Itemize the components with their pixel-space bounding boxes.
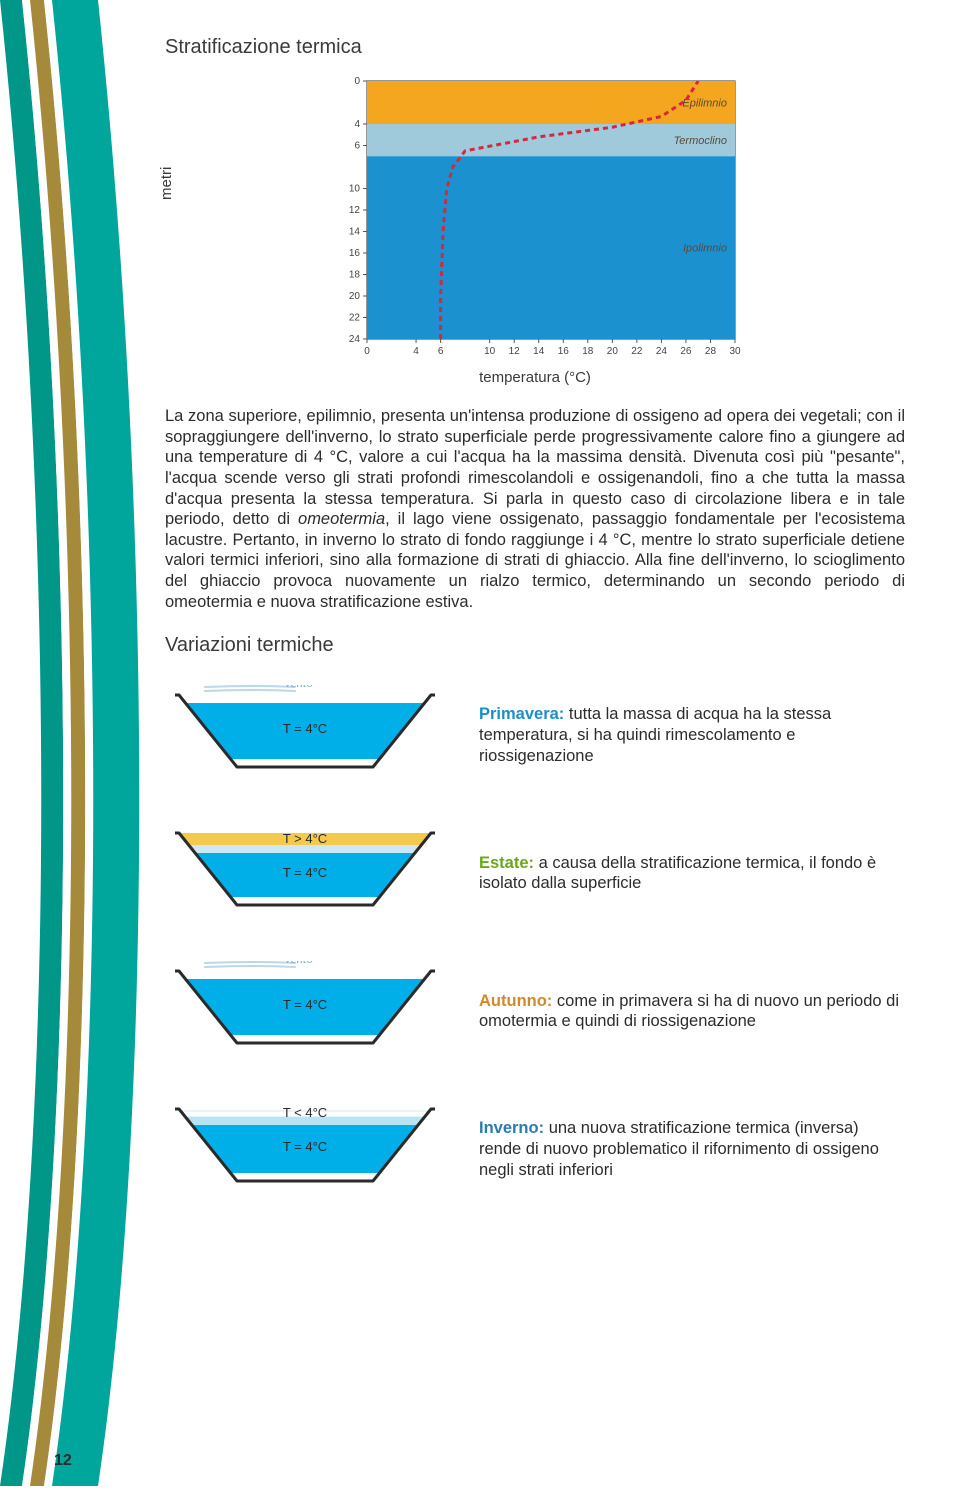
season-row-estate: T > 4°C T = 4°C Estate: a causa della str… (165, 823, 905, 923)
season-text-primavera: Primavera: tutta la massa di acqua ha la… (479, 704, 905, 766)
svg-text:T > 4°C: T > 4°C (283, 831, 327, 846)
svg-text:4: 4 (413, 346, 419, 357)
chart-y-label: metri (158, 167, 175, 200)
season-text-autunno: Autunno: come in primavera si ha di nuov… (479, 991, 905, 1032)
svg-text:4: 4 (354, 119, 360, 130)
basin-primavera: T = 4°C vento (165, 685, 445, 785)
svg-text:T = 4°C: T = 4°C (283, 865, 327, 880)
svg-text:14: 14 (349, 227, 361, 238)
svg-text:16: 16 (558, 346, 570, 357)
svg-text:12: 12 (509, 346, 521, 357)
section-title: Stratificazione termica (165, 36, 905, 59)
svg-text:0: 0 (364, 346, 370, 357)
page-content: Stratificazione termica Epilimnio Termocl… (165, 36, 905, 1237)
svg-text:T = 4°C: T = 4°C (283, 997, 327, 1012)
svg-text:Ipolimnio: Ipolimnio (683, 243, 727, 255)
svg-text:10: 10 (349, 184, 361, 195)
season-desc-estate: a causa della stratificazione termica, i… (479, 854, 876, 893)
svg-text:26: 26 (680, 346, 692, 357)
page-number: 12 (54, 1452, 72, 1470)
svg-text:30: 30 (729, 346, 741, 357)
svg-text:Termoclino: Termoclino (674, 135, 727, 147)
svg-text:6: 6 (354, 141, 360, 152)
svg-text:0: 0 (354, 76, 360, 87)
svg-text:T = 4°C: T = 4°C (283, 1139, 327, 1154)
season-row-autunno: T = 4°C vento Autunno: come in primavera … (165, 961, 905, 1061)
season-label-primavera: Primavera: (479, 705, 569, 723)
svg-text:vento: vento (285, 961, 314, 966)
thermocline-chart: Epilimnio Termoclino Ipolimnio 0 4 6 10 12 14 16 1… (325, 73, 745, 363)
chart-x-label: temperatura (°C) (165, 369, 905, 386)
season-label-estate: Estate: (479, 854, 539, 872)
svg-text:22: 22 (349, 313, 361, 324)
thermocline-chart-wrap: Epilimnio Termoclino Ipolimnio 0 4 6 10 12 14 16 1… (165, 73, 905, 363)
basin-autunno: T = 4°C vento (165, 961, 445, 1061)
svg-text:10: 10 (484, 346, 496, 357)
season-row-primavera: T = 4°C vento Primavera: tutta la massa d… (165, 685, 905, 785)
svg-text:14: 14 (533, 346, 545, 357)
svg-text:28: 28 (705, 346, 717, 357)
svg-text:T = 4°C: T = 4°C (283, 721, 327, 736)
svg-text:18: 18 (582, 346, 594, 357)
season-row-inverno: T < 4°CT = 4°C Inverno: una nuova strati… (165, 1099, 905, 1199)
basin-inverno: T < 4°CT = 4°C (165, 1099, 445, 1199)
svg-text:22: 22 (631, 346, 643, 357)
season-text-estate: Estate: a causa della stratificazione te… (479, 853, 905, 894)
season-text-inverno: Inverno: una nuova stratificazione termi… (479, 1118, 905, 1180)
body-paragraph: La zona superiore, epilimnio, presenta u… (165, 406, 905, 612)
svg-text:16: 16 (349, 248, 361, 259)
season-label-inverno: Inverno: (479, 1119, 549, 1137)
svg-text:18: 18 (349, 270, 361, 281)
svg-text:20: 20 (349, 291, 361, 302)
basin-estate: T > 4°C T = 4°C (165, 823, 445, 923)
svg-text:24: 24 (349, 334, 361, 345)
svg-text:24: 24 (656, 346, 668, 357)
svg-text:6: 6 (438, 346, 444, 357)
svg-text:12: 12 (349, 205, 361, 216)
svg-text:vento: vento (285, 685, 314, 690)
subheading: Variazioni termiche (165, 634, 905, 657)
svg-text:20: 20 (607, 346, 619, 357)
season-label-autunno: Autunno: (479, 992, 557, 1010)
side-stripe-container (0, 0, 140, 1486)
svg-text:Epilimnio: Epilimnio (682, 98, 727, 110)
